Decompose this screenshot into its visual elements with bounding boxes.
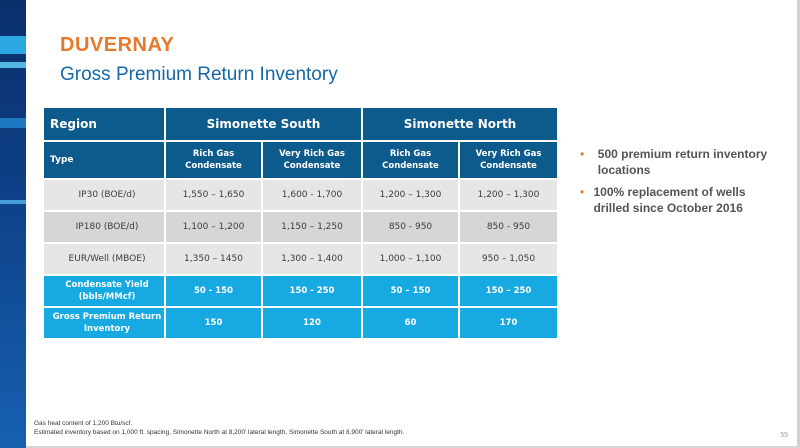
side-bar-stripe <box>0 200 26 204</box>
table-header-row: Region Simonette South Simonette North <box>42 106 559 142</box>
side-bar-stripe <box>0 36 26 54</box>
row-label-line: (bbls/MMcf) <box>78 292 136 302</box>
footnote: Estimated inventory based on 1,000 ft. s… <box>34 429 405 436</box>
type-header-cell: Rich Gas Condensate <box>164 140 263 180</box>
table-row: EUR/Well (MBOE) 1,350 – 1450 1,300 – 1,4… <box>42 242 559 276</box>
inventory-table: Region Simonette South Simonette North T… <box>42 106 559 340</box>
type-header: Type <box>42 140 166 180</box>
row-label-line: Gross Premium Return <box>52 312 162 322</box>
row-label: IP30 (BOE/d) <box>42 178 166 212</box>
row-label: EUR/Well (MBOE) <box>42 242 166 276</box>
table-cell: 1,550 – 1,650 <box>164 178 263 212</box>
group-header-south: Simonette South <box>164 106 363 142</box>
bullet-text: 500 premium return inventory locations <box>597 147 768 177</box>
side-bar-stripe <box>0 118 26 128</box>
page-number: 55 <box>780 432 788 439</box>
row-label: Condensate Yield (bbls/MMcf) <box>42 274 166 308</box>
table-cell: 50 - 150 <box>164 274 263 308</box>
bullet-text: 100% replacement of wells drilled since … <box>593 185 746 215</box>
table-cell: 150 - 250 <box>261 274 363 308</box>
bullet-item: • 500 premium return inventory locations <box>580 146 780 178</box>
type-line: Condensate <box>283 161 341 171</box>
right-edge-line <box>797 0 800 448</box>
table-row-highlight: Condensate Yield (bbls/MMcf) 50 - 150 150… <box>42 274 559 308</box>
bullet-list: • 500 premium return inventory locations… <box>580 146 780 222</box>
table-cell: 50 – 150 <box>361 274 460 308</box>
table-cell: 1,350 – 1450 <box>164 242 263 276</box>
type-line: Rich Gas <box>192 149 235 159</box>
table-cell: 1,000 – 1,100 <box>361 242 460 276</box>
table-cell: 120 <box>261 306 363 340</box>
type-line: Condensate <box>480 161 537 171</box>
bullet-dot-icon: • <box>580 185 585 199</box>
slide-title: DUVERNAY <box>60 34 175 56</box>
table-cell: 1,100 – 1,200 <box>164 210 263 244</box>
table-cell: 170 <box>458 306 559 340</box>
table-type-row: Type Rich Gas Condensate Very Rich Gas Con… <box>42 140 559 180</box>
type-header-cell: Very Rich Gas Condensate <box>261 140 363 180</box>
type-line: Very Rich Gas <box>475 149 542 159</box>
bullet-dot-icon: • <box>580 147 585 161</box>
table-cell: 60 <box>361 306 460 340</box>
bullet-item: • 100% replacement of wells drilled sinc… <box>580 184 780 216</box>
row-label-line: Condensate Yield <box>65 280 149 290</box>
type-line: Very Rich Gas <box>279 149 345 159</box>
table-cell: 850 - 950 <box>361 210 460 244</box>
footnote: Gas heat content of 1,200 Btu/scf. <box>34 420 133 427</box>
row-label-line: Inventory <box>83 324 131 334</box>
type-line: Rich Gas <box>389 149 432 159</box>
table-cell: 150 – 250 <box>458 274 559 308</box>
table-cell: 1,200 – 1,300 <box>361 178 460 212</box>
group-header-north: Simonette North <box>361 106 559 142</box>
table-row: IP30 (BOE/d) 1,550 – 1,650 1,600 - 1,700… <box>42 178 559 212</box>
table-row: IP180 (BOE/d) 1,100 – 1,200 1,150 – 1,25… <box>42 210 559 244</box>
slide-subtitle: Gross Premium Return Inventory <box>60 64 338 85</box>
type-line: Condensate <box>382 161 439 171</box>
table-row-highlight: Gross Premium Return Inventory 150 120 60… <box>42 306 559 340</box>
table-cell: 150 <box>164 306 263 340</box>
row-label: IP180 (BOE/d) <box>42 210 166 244</box>
table-cell: 1,600 - 1,700 <box>261 178 363 212</box>
table-cell: 1,200 – 1,300 <box>458 178 559 212</box>
table-cell: 950 – 1,050 <box>458 242 559 276</box>
type-line: Condensate <box>185 161 242 171</box>
footnotes: Gas heat content of 1,200 Btu/scf. Estim… <box>34 419 404 437</box>
decorative-side-bar <box>0 0 26 448</box>
type-header-cell: Rich Gas Condensate <box>361 140 460 180</box>
table-cell: 1,300 – 1,400 <box>261 242 363 276</box>
region-header: Region <box>42 106 166 142</box>
bottom-edge-line <box>26 446 800 448</box>
row-label: Gross Premium Return Inventory <box>42 306 166 340</box>
table-cell: 1,150 – 1,250 <box>261 210 363 244</box>
side-bar-stripe <box>0 62 26 68</box>
table-cell: 850 - 950 <box>458 210 559 244</box>
type-header-cell: Very Rich Gas Condensate <box>458 140 559 180</box>
